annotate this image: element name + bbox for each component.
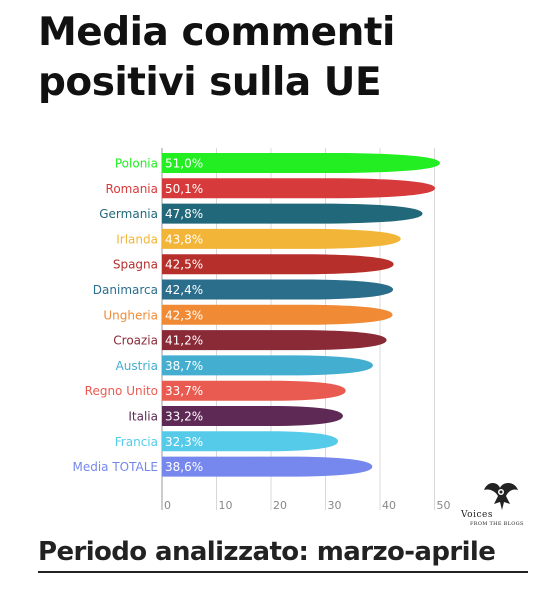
bar-value-label: 42,5% xyxy=(165,258,203,272)
bar xyxy=(162,406,343,426)
bar xyxy=(162,431,339,452)
category-label: Ungheria xyxy=(103,308,158,322)
voices-logo-icon xyxy=(484,483,518,510)
category-label: Media TOTALE xyxy=(72,460,158,474)
bar xyxy=(162,254,394,275)
bar xyxy=(162,279,394,300)
bar xyxy=(162,203,423,224)
bar-value-label: 38,6% xyxy=(165,460,203,474)
category-label: Italia xyxy=(128,410,158,424)
bar xyxy=(162,153,440,173)
x-tick-label: 10 xyxy=(219,499,233,512)
x-axis-ticks: 0 10 20 30 40 50 xyxy=(164,499,451,512)
logo-subtitle: FROM THE BLOGS xyxy=(470,521,524,527)
bar-value-label: 38,7% xyxy=(165,359,203,373)
bar-value-label: 51,0% xyxy=(165,157,203,171)
category-label: Polonia xyxy=(115,157,158,171)
category-label: Danimarca xyxy=(93,283,158,297)
bar-value-label: 41,2% xyxy=(165,334,203,348)
bar-value-label: 42,3% xyxy=(165,308,203,322)
bar xyxy=(162,228,401,249)
bar-value-label: 43,8% xyxy=(165,232,203,246)
category-labels: Polonia Romania Germania Irlanda Spagna Danim… xyxy=(72,157,158,475)
bar-value-label: 42,4% xyxy=(165,283,203,297)
category-label: Regno Unito xyxy=(85,384,158,398)
period-caption: Periodo analizzato: marzo-aprile xyxy=(38,535,528,573)
bar xyxy=(162,355,373,376)
category-label: Spagna xyxy=(113,258,158,272)
bar-value-label: 33,7% xyxy=(165,384,203,398)
grid-lines xyxy=(161,148,435,510)
x-tick-label: 30 xyxy=(328,499,342,512)
category-label: Germania xyxy=(99,207,158,221)
bar xyxy=(162,304,393,325)
bar-value-label: 50,1% xyxy=(165,182,203,196)
logo-name: Voices xyxy=(461,510,493,520)
category-label: Austria xyxy=(116,359,158,373)
x-tick-label: 0 xyxy=(164,499,171,512)
bar xyxy=(162,380,346,401)
bar xyxy=(162,456,373,477)
category-label: Irlanda xyxy=(116,232,158,246)
bar-value-label: 32,3% xyxy=(165,435,203,449)
x-tick-label: 50 xyxy=(437,499,451,512)
chart-title: Media commenti positivi sulla UE xyxy=(38,10,395,105)
category-label: Croazia xyxy=(113,334,158,348)
bar-value-label: 33,2% xyxy=(165,410,203,424)
bar xyxy=(162,330,387,351)
bar xyxy=(162,178,436,199)
category-label: Francia xyxy=(115,435,158,449)
bar-value-label: 47,8% xyxy=(165,207,203,221)
x-tick-label: 20 xyxy=(273,499,287,512)
category-label: Romania xyxy=(106,182,158,196)
x-tick-label: 40 xyxy=(382,499,396,512)
bars: 51,0% 50,1% 47,8% 43,8% 42,5% 42,4% 42,3% 41,2%… xyxy=(162,153,440,477)
bar-chart: 51,0% 50,1% 47,8% 43,8% 42,5% 42,4% 42,3% 41,2%… xyxy=(72,148,451,512)
